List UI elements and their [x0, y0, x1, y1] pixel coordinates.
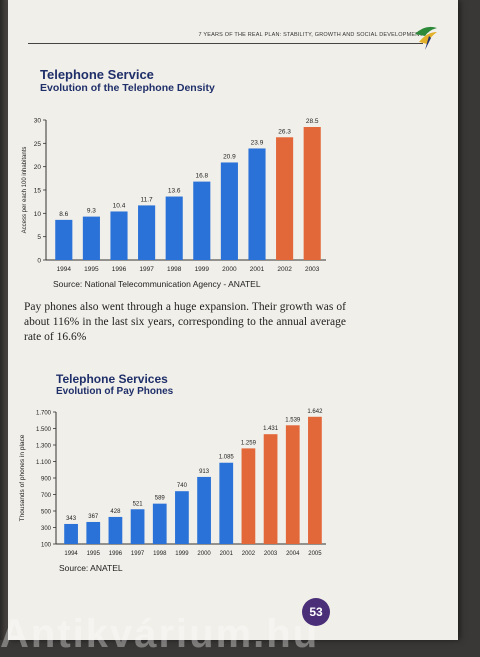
data-label: 343 [66, 516, 77, 522]
x-tick-label: 1996 [112, 266, 127, 273]
y-tick-label: 500 [41, 510, 52, 516]
x-tick-label: 2002 [242, 551, 256, 557]
y-tick-label: 25 [34, 141, 42, 148]
x-tick-label: 2000 [197, 551, 211, 557]
logo-icon [415, 26, 437, 50]
x-tick-label: 2005 [308, 551, 322, 557]
bar [152, 503, 167, 544]
data-label: 1.539 [285, 417, 301, 423]
watermark: Antikvárium.hu [0, 612, 320, 656]
x-tick-label: 1994 [57, 266, 72, 273]
x-tick-label: 1995 [84, 266, 99, 273]
y-tick-label: 1.100 [36, 460, 52, 466]
bar [241, 448, 256, 544]
y-axis-label: Thousands of phones in place [19, 434, 26, 521]
chart2-subtitle: Evolution of Pay Phones [56, 386, 174, 397]
bar [108, 516, 123, 544]
data-label: 1.642 [307, 409, 323, 415]
x-tick-label: 2001 [250, 266, 265, 273]
bar [130, 509, 145, 544]
data-label: 20.9 [223, 153, 236, 160]
data-label: 28.5 [306, 118, 319, 125]
bar [175, 491, 189, 544]
x-tick-label: 2002 [277, 266, 292, 273]
y-tick-label: 20 [34, 164, 42, 171]
y-tick-label: 10 [34, 211, 42, 218]
data-label: 9.3 [87, 208, 96, 215]
bar [276, 137, 294, 260]
data-label: 16.8 [195, 173, 208, 180]
x-tick-label: 2003 [264, 551, 278, 557]
x-tick-label: 1997 [139, 266, 154, 273]
x-tick-label: 1998 [167, 266, 182, 273]
data-label: 1.259 [241, 440, 257, 446]
data-label: 1.431 [263, 426, 279, 432]
data-label: 367 [88, 514, 99, 520]
bar [138, 205, 156, 260]
data-label: 428 [110, 509, 121, 515]
data-label: 13.6 [168, 188, 181, 195]
bar [86, 521, 101, 544]
bar [263, 434, 278, 544]
bar [165, 196, 183, 260]
bar [110, 211, 128, 260]
data-label: 11.7 [141, 196, 154, 203]
data-label: 521 [133, 501, 144, 507]
bar [303, 127, 321, 260]
x-tick-label: 2003 [305, 266, 320, 273]
data-label: 740 [177, 483, 188, 489]
data-label: 1.085 [219, 455, 235, 461]
bar [220, 162, 238, 260]
y-tick-label: 1.700 [36, 411, 52, 417]
y-axis-label: Access per each 100 inhabitants [22, 147, 28, 234]
page-number-badge: 53 [302, 598, 330, 626]
bar [248, 148, 266, 260]
y-tick-label: 30 [34, 118, 42, 125]
x-tick-label: 2004 [286, 551, 300, 557]
data-label: 589 [155, 496, 166, 502]
bar [55, 219, 73, 260]
header-rule [28, 43, 423, 44]
y-tick-label: 100 [41, 543, 52, 549]
data-label: 26.3 [278, 128, 291, 135]
bar [82, 216, 100, 260]
bar [197, 476, 211, 544]
body-paragraph: Pay phones also went through a huge expa… [24, 301, 346, 343]
pay-phones-chart: 100 300 500 700 900 1.100 1.300 1.500 1.700 Thous… [19, 409, 326, 557]
chart1-subtitle: Evolution of the Telephone Density [40, 82, 215, 94]
bar [285, 425, 300, 544]
x-tick-label: 1996 [109, 551, 123, 557]
book-page: 7 Years of the Real Plan: Stability, Gro… [8, 0, 458, 640]
x-tick-label: 2001 [220, 551, 234, 557]
data-label: 23.9 [251, 139, 264, 146]
data-label: 913 [199, 469, 210, 475]
y-tick-label: 300 [41, 526, 52, 532]
x-tick-label: 1999 [175, 551, 189, 557]
data-label: 10.4 [113, 202, 126, 209]
y-tick-label: 900 [41, 477, 52, 483]
x-tick-label: 1997 [131, 551, 145, 557]
chart1-source: Source: National Telecommunication Agenc… [53, 279, 261, 289]
data-label: 8.6 [59, 211, 68, 218]
chart2-title: Telephone Services [56, 372, 168, 386]
bar [193, 181, 211, 260]
y-tick-label: 5 [37, 234, 41, 241]
bar [219, 462, 234, 544]
x-tick-label: 1995 [87, 551, 101, 557]
chart2-source: Source: ANATEL [59, 563, 123, 573]
y-tick-label: 15 [34, 188, 42, 195]
x-tick-label: 1994 [64, 551, 78, 557]
y-tick-label: 1.500 [36, 427, 52, 433]
x-tick-label: 1998 [153, 551, 167, 557]
running-title: 7 Years of the Real Plan: Stability, Gro… [198, 32, 423, 38]
telephone-density-chart: 0 5 10 15 20 25 30 Access per each 100 inhabita… [22, 118, 326, 273]
bar [64, 523, 78, 544]
y-tick-label: 700 [41, 493, 52, 499]
y-tick-label: 1.300 [36, 444, 52, 450]
bar [308, 416, 322, 544]
x-tick-label: 1999 [195, 266, 210, 273]
y-tick-label: 0 [37, 258, 41, 265]
x-tick-label: 2000 [222, 266, 237, 273]
chart1-title: Telephone Service [40, 67, 154, 82]
